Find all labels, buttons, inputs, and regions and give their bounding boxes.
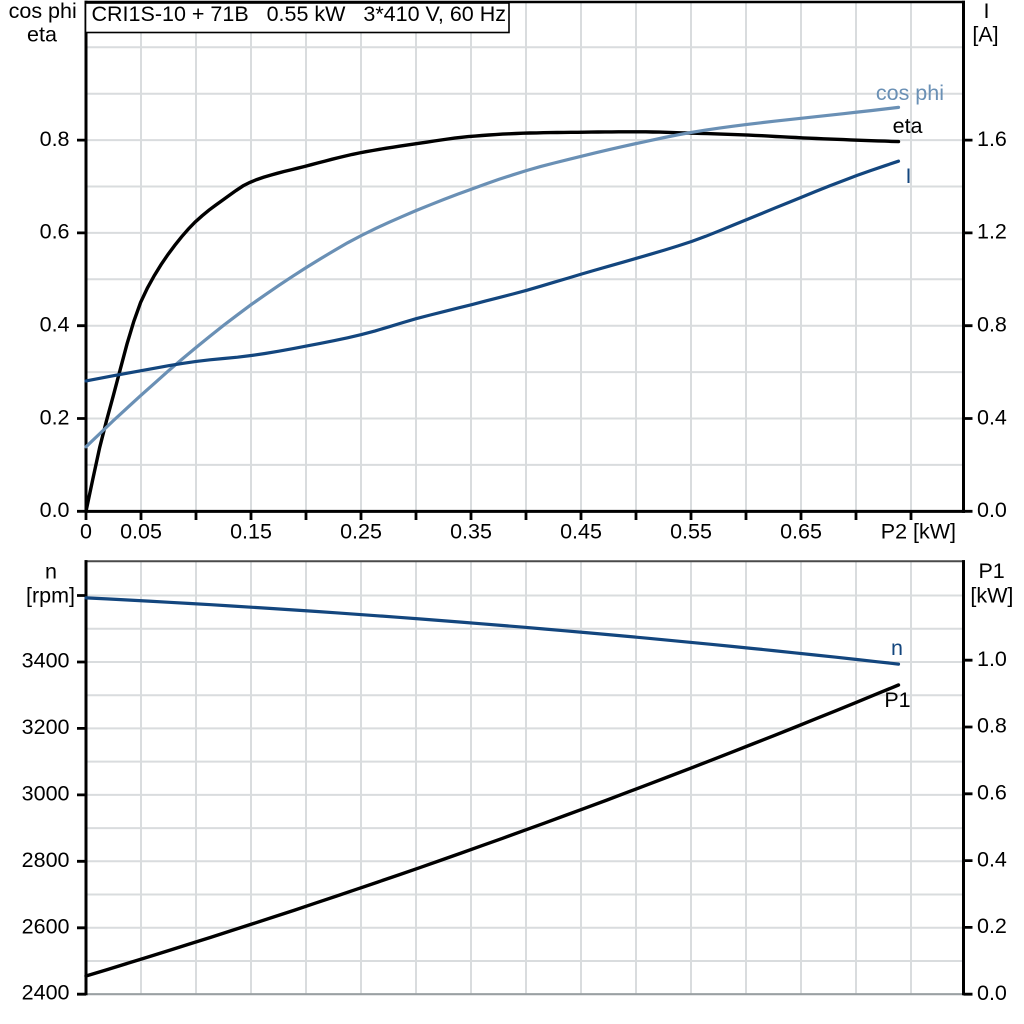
- svg-text:[rpm]: [rpm]: [26, 584, 75, 608]
- svg-text:0.25: 0.25: [340, 520, 382, 544]
- svg-text:0.6: 0.6: [977, 781, 1007, 805]
- svg-text:2800: 2800: [22, 848, 70, 872]
- svg-text:0.2: 0.2: [40, 405, 70, 429]
- svg-text:0.4: 0.4: [40, 313, 70, 337]
- svg-text:P2 [kW]: P2 [kW]: [881, 520, 956, 544]
- svg-text:[A]: [A]: [972, 22, 998, 46]
- svg-text:0.45: 0.45: [560, 520, 602, 544]
- svg-text:0.8: 0.8: [40, 127, 70, 151]
- svg-text:cos phi: cos phi: [9, 0, 77, 23]
- svg-text:0.4: 0.4: [977, 405, 1007, 429]
- svg-text:0: 0: [80, 520, 92, 544]
- svg-text:0.2: 0.2: [977, 914, 1007, 938]
- svg-text:n: n: [45, 559, 57, 583]
- svg-text:I: I: [906, 164, 912, 188]
- svg-text:CRI1S-10 + 71B 0.55 kW 3*4: CRI1S-10 + 71B 0.55 kW 3*410 V, 60 Hz: [92, 2, 507, 26]
- svg-text:0.8: 0.8: [977, 313, 1007, 337]
- svg-text:P1: P1: [884, 688, 910, 712]
- svg-text:0.55: 0.55: [670, 520, 712, 544]
- svg-text:[kW]: [kW]: [970, 584, 1013, 608]
- svg-text:0.35: 0.35: [450, 520, 492, 544]
- svg-text:2400: 2400: [22, 981, 70, 1005]
- svg-text:0.05: 0.05: [120, 520, 162, 544]
- svg-text:1.0: 1.0: [977, 647, 1007, 671]
- svg-text:eta: eta: [27, 22, 57, 46]
- svg-text:1.6: 1.6: [977, 127, 1007, 151]
- svg-text:n: n: [891, 636, 903, 660]
- svg-text:0.4: 0.4: [977, 847, 1007, 871]
- svg-text:P1: P1: [978, 559, 1004, 583]
- svg-text:3000: 3000: [22, 781, 70, 805]
- svg-text:0.6: 0.6: [40, 220, 70, 244]
- svg-text:cos phi: cos phi: [876, 81, 944, 105]
- svg-text:0.0: 0.0: [977, 981, 1007, 1005]
- svg-text:0.0: 0.0: [40, 498, 70, 522]
- svg-text:eta: eta: [893, 114, 923, 138]
- svg-text:0.0: 0.0: [977, 498, 1007, 522]
- svg-text:0.8: 0.8: [977, 714, 1007, 738]
- svg-text:3200: 3200: [22, 715, 70, 739]
- svg-text:0.65: 0.65: [780, 520, 822, 544]
- svg-text:2600: 2600: [22, 914, 70, 938]
- svg-text:1.2: 1.2: [977, 220, 1007, 244]
- svg-text:3400: 3400: [22, 648, 70, 672]
- svg-text:I: I: [984, 0, 990, 23]
- svg-text:0.15: 0.15: [230, 520, 272, 544]
